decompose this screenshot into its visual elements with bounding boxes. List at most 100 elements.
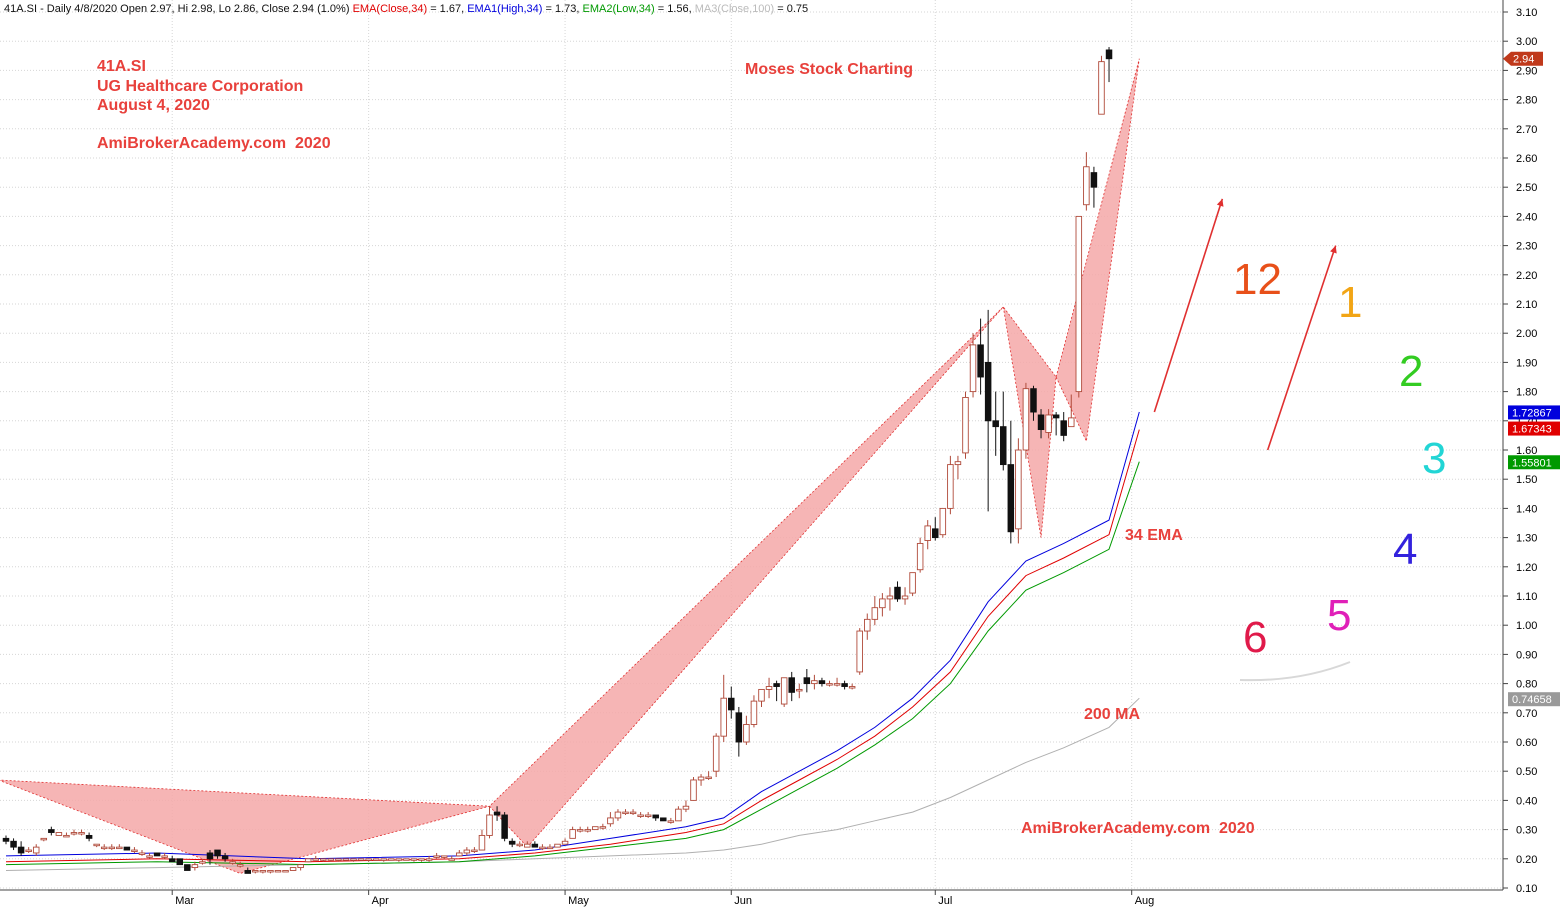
annotation-company: UG Healthcare Corporation (97, 78, 303, 95)
candle-body (660, 817, 667, 822)
candle (1083, 152, 1090, 211)
candle (614, 809, 622, 821)
candle (592, 826, 599, 831)
candle (524, 841, 531, 848)
y-tick-label: 2.80 (1516, 95, 1537, 107)
arrow-head (1216, 198, 1224, 207)
candle (335, 858, 342, 862)
y-tick-label: 0.40 (1516, 795, 1537, 807)
candle-body (667, 820, 675, 823)
candle-body (871, 607, 879, 620)
annotation-site-top: AmiBrokerAcademy.com 2020 (97, 135, 331, 152)
candle (1000, 391, 1007, 471)
candle (116, 844, 123, 850)
header-ma: MA3(Close,100) (695, 3, 774, 15)
candle-body (448, 858, 455, 861)
candle (728, 686, 735, 719)
candle-body (818, 680, 826, 685)
candle-body (705, 776, 712, 779)
candle-body (1007, 464, 1015, 533)
candle (418, 858, 425, 862)
y-tick-label: 1.20 (1516, 562, 1537, 574)
candle (539, 844, 546, 851)
candle-body (1060, 420, 1067, 436)
candle (25, 847, 32, 853)
candle (909, 572, 916, 596)
candle-body (486, 814, 493, 836)
candle (93, 843, 100, 848)
candle-body (728, 697, 735, 711)
candle (252, 870, 259, 874)
candle (901, 587, 909, 605)
candle (501, 812, 508, 842)
candle-body (765, 686, 773, 690)
candle-body (350, 858, 357, 861)
candle-body (924, 525, 931, 541)
candle-body (206, 852, 214, 860)
candle-body (1090, 172, 1098, 188)
candle-body (652, 814, 659, 819)
candle-body (984, 361, 992, 422)
candle (864, 613, 871, 640)
candle (954, 455, 962, 480)
candle (675, 806, 682, 822)
price-tag: 0.74658 (1508, 692, 1560, 707)
header-ema-high-value: = 1.73, (542, 3, 579, 15)
candle (705, 771, 712, 780)
clock-face: 12 1 2 3 4 5 6 (1233, 255, 1446, 682)
candle-body (1022, 388, 1030, 451)
y-tick-label: 1.10 (1516, 591, 1537, 603)
candle (841, 680, 848, 690)
price-tag-shape (1508, 421, 1560, 436)
candle (879, 593, 886, 617)
candle (191, 861, 199, 871)
candle-body (531, 843, 539, 848)
candle (410, 858, 418, 862)
candle-body (372, 858, 380, 861)
candle (1037, 409, 1045, 439)
chart-header: 41A.SI - Daily 4/8/2020 Open 2.97, Hi 2.… (4, 3, 808, 15)
candle-body (221, 855, 229, 860)
candle-body (320, 858, 327, 861)
candle-body (1030, 388, 1037, 413)
candle (720, 674, 727, 742)
candle (939, 507, 947, 538)
candle (259, 870, 267, 874)
candle-body (229, 861, 236, 864)
candle-body (418, 858, 425, 861)
clock-number-2: 2 (1399, 347, 1423, 396)
x-tick-label: Jul (938, 895, 952, 907)
candle (1052, 412, 1060, 436)
price-tag-shape (1503, 51, 1543, 66)
x-tick-label: Jun (734, 895, 752, 907)
candle (652, 814, 659, 821)
annotation-site-bottom: AmiBrokerAcademy.com 2020 (1021, 820, 1255, 837)
trend-arrow (1153, 198, 1224, 413)
candle-body (259, 870, 267, 873)
candle (561, 838, 569, 845)
clock-number-6: 6 (1243, 613, 1267, 662)
candle-body (1015, 449, 1022, 530)
candle (357, 858, 365, 861)
candle-body (380, 858, 388, 861)
y-tick-label: 2.50 (1516, 182, 1537, 194)
clock-number-3: 3 (1422, 434, 1446, 483)
candle-body (471, 849, 478, 852)
candle-body (191, 864, 199, 869)
candle-body (796, 688, 803, 692)
candle (833, 677, 841, 687)
candle (350, 858, 357, 862)
pattern-triangle (0, 779, 490, 874)
annotation-moses: Moses Stock Charting (745, 61, 913, 78)
indicator-line-ema-low (5, 461, 1140, 866)
candle (304, 858, 312, 863)
candle (1105, 47, 1113, 83)
candle-body (939, 507, 947, 536)
candle (456, 850, 463, 857)
candle (214, 849, 221, 859)
candle (947, 455, 954, 515)
candle-body (977, 344, 984, 378)
candle (48, 826, 55, 836)
candle (924, 520, 931, 550)
